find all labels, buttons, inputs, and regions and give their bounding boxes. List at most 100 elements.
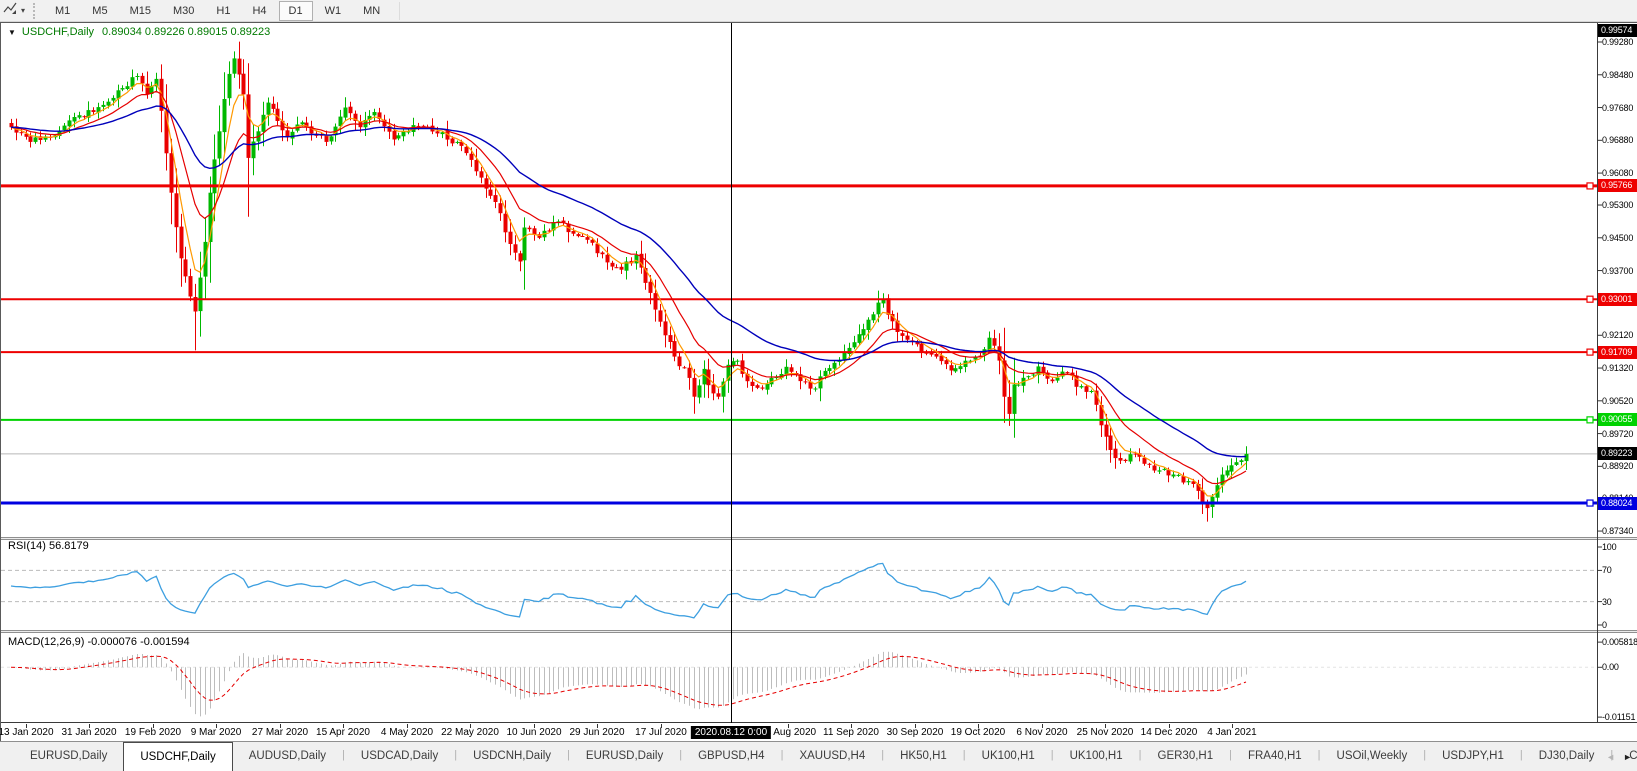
tab-scroll-right-icon[interactable]: ► [1623,752,1632,762]
timeframe-button-h4[interactable]: H4 [252,4,267,17]
rsi-axis-label: 70 [1602,565,1612,576]
tab-separator: | [1138,749,1142,761]
tab-separator: | [1519,749,1523,761]
date-tick [788,724,789,728]
price-tick-label: 0.97680 [1602,102,1634,113]
timeframe-button-m30[interactable]: M30 [172,4,195,17]
date-tick [407,724,408,728]
date-tick [1042,724,1043,728]
timeframe-buttons: M1 M5 M15 M30 H1 H4 D1 W1 MN [44,0,391,21]
date-label: 17 Jul 2020 [635,727,687,738]
price-line-box-0.91709: 0.91709 [1598,345,1637,359]
chart-tab-usdjpy-h1[interactable]: USDJPY,H1 [1442,750,1504,762]
chart-tab-uk100-h1[interactable]: UK100,H1 [1069,750,1123,762]
timeframe-button-d1[interactable]: D1 [278,0,313,21]
crosshair-tool-button[interactable]: ▾ [0,0,29,22]
date-label: 9 Mar 2020 [190,727,242,738]
vline-date-box: 2020.08.12 0:00 [690,726,772,739]
chart-canvas[interactable] [1,23,1637,725]
date-label: 11 Sep 2020 [823,727,879,738]
toolbar-separator [399,1,401,20]
tab-separator: | [454,749,458,761]
timeframe-button-h1[interactable]: H1 [216,4,231,17]
tab-separator: | [1423,749,1427,761]
tab-scroll-left-icon[interactable]: ◄ [1606,752,1616,762]
chart-tab-usdcnh-daily[interactable]: USDCNH,Daily [473,750,552,762]
chart-tab-eurusd-daily[interactable]: EURUSD,Daily [585,750,664,762]
chart-tab-usdchf-daily[interactable]: USDCHF,Daily [123,742,233,771]
date-tick [597,724,598,728]
chart-tab-xauusd-h4[interactable]: XAUUSD,H4 [799,750,866,762]
line-handle[interactable] [1586,416,1594,424]
chart-tab-china300-h1[interactable]: CHINA300,H1 [1629,750,1637,762]
price-line-box-0.89223: 0.89223 [1598,447,1637,461]
chart-tab-usdcad-daily[interactable]: USDCAD,Daily [360,750,439,762]
timeframe-button-m5[interactable]: M5 [92,4,108,17]
tab-separator: | [780,749,784,761]
tab-separator: | [881,749,885,761]
chart-tab-usoil-weekly[interactable]: USOil,Weekly [1336,750,1408,762]
chart-tab-hk50-h1[interactable]: HK50,H1 [900,750,947,762]
line-handle[interactable] [1586,499,1594,507]
date-label: 25 Nov 2020 [1076,727,1134,738]
tab-separator: | [1050,749,1054,761]
price-tick-label: 0.91320 [1602,363,1634,374]
collapse-arrow-icon[interactable]: ▼ [8,27,16,37]
tab-separator: | [679,749,683,761]
line-handle[interactable] [1586,182,1594,190]
rsi-axis-label: 0 [1602,620,1607,630]
date-label: 14 Dec 2020 [1140,727,1198,738]
date-tick [978,724,979,728]
crosshair-icon [3,1,18,21]
price-tick-label: 0.88920 [1602,461,1634,472]
timeframe-button-m15[interactable]: M15 [129,4,151,17]
chart-window: ▼ USDCHF,Daily 0.89034 0.89226 0.89015 0… [0,22,1637,741]
rsi-indicator-label: RSI(14) 56.8179 [8,540,89,552]
price-axis-top-box: 0.99574 [1598,24,1637,37]
rsi-axis-label: 30 [1602,596,1612,607]
ma-5-line [10,82,1247,497]
date-label: 29 Jun 2020 [569,727,625,738]
price-tick-label: 0.95300 [1602,200,1634,211]
date-label: 4 Jan 2021 [1207,727,1257,738]
line-handle[interactable] [1586,295,1594,303]
chart-tab-bar: EURUSD,Daily USDCHF,Daily AUDUSD,Daily | USD… [0,741,1637,771]
chart-tab-dj30-daily[interactable]: DJ30,Daily [1538,750,1595,762]
price-line-box-0.90055: 0.90055 [1598,413,1637,427]
timeframe-button-m1[interactable]: M1 [55,4,71,17]
timeframe-toolbar: ▾ M1 M5 M15 M30 H1 H4 D1 W1 MN [0,0,1637,22]
tab-separator: | [1610,749,1614,761]
price-tick-label: 0.87340 [1602,526,1634,537]
rsi-axis-label: 100 [1602,542,1617,552]
date-tick [153,724,154,728]
date-tick [470,724,471,728]
date-tick [661,724,662,728]
tab-separator: | [962,749,966,761]
date-label: 24 Aug 2020 [759,727,817,738]
ma-34-line [10,105,1247,458]
chart-tab-uk100-h1[interactable]: UK100,H1 [981,750,1035,762]
chart-symbol-period: USDCHF,Daily [21,26,95,38]
date-tick [1232,724,1233,728]
macd-axis-label: 0.005818 [1602,637,1637,648]
tab-scroll-arrows: ◄ ► [1606,742,1632,771]
price-tick-label: 0.96880 [1602,135,1634,146]
macd-axis-label: -0.01151 [1602,712,1636,723]
chart-tab-fra40-h1[interactable]: FRA40,H1 [1247,750,1302,762]
tab-separator: | [1229,749,1232,761]
chart-tab-gbpusd-h4[interactable]: GBPUSD,H4 [698,750,765,762]
chart-tab-audusd-daily[interactable]: AUDUSD,Daily [248,750,327,762]
timeframe-button-mn[interactable]: MN [363,4,381,17]
chart-tab-ger30-h1[interactable]: GER30,H1 [1157,750,1214,762]
date-label: 6 Nov 2020 [1016,727,1068,738]
date-label: 30 Sep 2020 [886,727,944,738]
main-price-pane [1,41,1597,522]
line-handle[interactable] [1586,348,1594,356]
timeframe-button-w1[interactable]: W1 [324,4,342,17]
chart-tab-eurusd-daily[interactable]: EURUSD,Daily [30,750,108,762]
date-tick [1105,724,1106,728]
date-tick [534,724,535,728]
price-tick-label: 0.89720 [1602,428,1634,439]
toolbar-grip[interactable] [33,2,38,19]
